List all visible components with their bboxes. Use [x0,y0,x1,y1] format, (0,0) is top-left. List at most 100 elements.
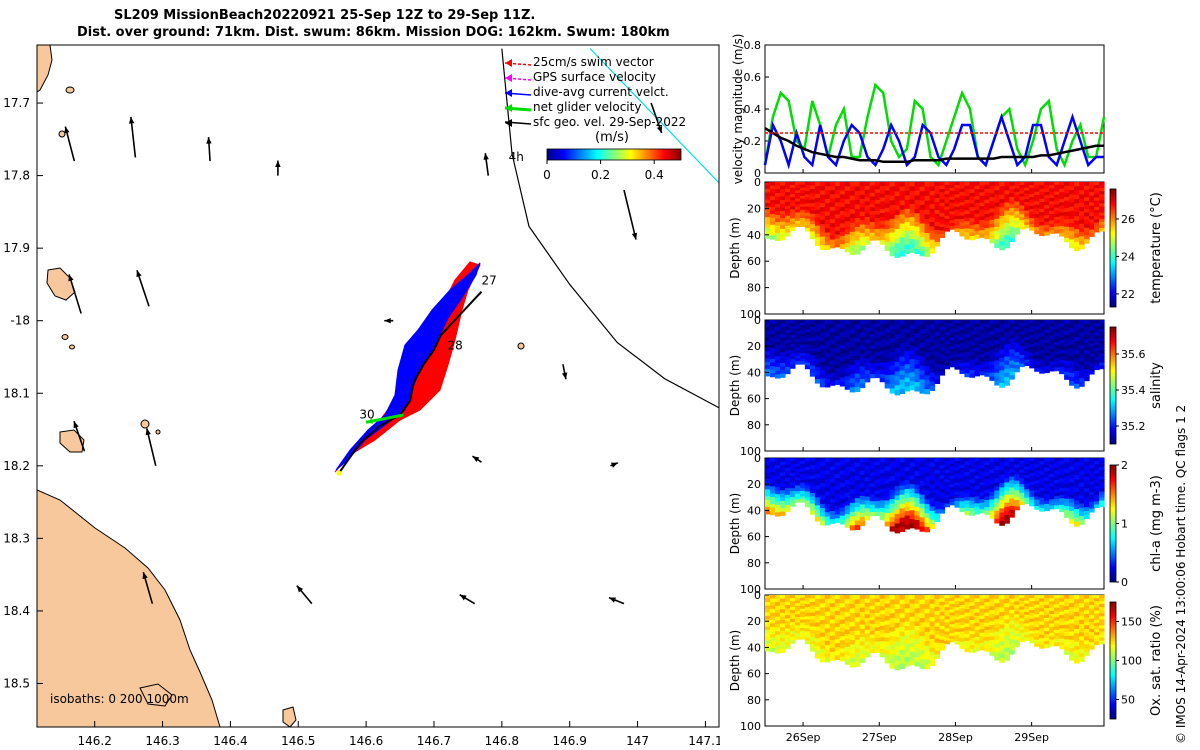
profile-cell-temperature [1074,194,1080,200]
profile-cell-chla [839,474,846,480]
profile-cell-chla [1014,461,1020,466]
profile-cell-temperature [919,228,926,234]
profile-cell-chla [854,524,861,531]
profile-cell-salinity [939,330,946,335]
profile-cell-chla [829,478,836,484]
profile-cell-temperature [979,230,985,235]
profile-cell-oxygen [884,650,891,655]
profile-cell-chla [834,510,841,515]
profile-cell-temperature [814,201,821,207]
profile-cell-chla [1089,481,1095,486]
profile-cell-temperature [934,197,941,203]
profile-cell-temperature [1004,190,1010,195]
profile-cell-chla [1084,461,1090,467]
profile-cell-oxygen [1014,607,1020,612]
profile-cell-salinity [824,340,831,346]
profile-cell-salinity [794,342,801,346]
profile-cell-salinity [974,337,980,342]
profile-cell-salinity [979,361,985,366]
profile-cell-salinity [999,336,1005,342]
profile-cell-oxygen [999,632,1005,638]
profile-cell-oxygen [964,598,970,603]
profile-cell-salinity [784,320,791,324]
profile-cell-salinity [894,320,901,326]
profile-cell-temperature [919,191,926,197]
profile-cell-chla [934,473,941,479]
profile-cell-salinity [869,373,876,379]
profile-y-tick-label: 0 [754,452,761,465]
profile-cell-chla [809,503,816,508]
profile-cell-salinity [1079,377,1085,383]
profile-cell-temperature [824,182,831,187]
profile-cell-temperature [909,212,916,218]
profile-cell-temperature [1039,205,1045,210]
profile-cell-chla [849,489,856,495]
profile-cell-temperature [894,229,901,235]
profile-cell-temperature [869,182,876,187]
profile-cell-chla [904,506,911,512]
profile-cell-salinity [1079,369,1085,375]
profile-cell-salinity [1059,366,1065,371]
profile-cell-oxygen [1094,598,1100,602]
profile-cell-salinity [1024,359,1030,364]
profile-cell-chla [1024,486,1030,490]
profile-cell-temperature [769,199,776,205]
profile-cell-temperature [769,189,776,194]
profile-cell-salinity [914,346,921,352]
profile-cell-salinity [1004,360,1010,366]
profile-cell-chla [874,461,881,466]
profile-cell-salinity [1064,360,1070,366]
profile-cell-chla [949,490,956,494]
profile-cell-salinity [979,354,985,359]
profile-cell-temperature [884,190,891,196]
profile-cell-oxygen [954,613,961,618]
profile-cell-temperature [1014,204,1020,209]
profile-cell-chla [869,465,876,470]
profile-cell-oxygen [844,612,851,618]
profile-cell-temperature [984,199,990,204]
profile-cell-temperature [1004,182,1010,187]
profile-cell-chla [1094,464,1100,468]
profile-cell-oxygen [1009,650,1015,655]
profile-cell-salinity [799,336,806,340]
profile-cell-temperature [784,195,791,200]
profile-cell-chla [799,490,806,495]
profile-cell-salinity [959,330,966,334]
profile-cell-oxygen [844,651,851,657]
velocity-y-tick-label: 0.8 [744,39,762,52]
profile-cell-chla [984,472,990,477]
profile-cell-oxygen [1084,651,1090,657]
profile-cell-temperature [1029,212,1035,216]
profile-cell-salinity [924,320,931,326]
profile-cell-oxygen [839,640,846,646]
profile-cell-oxygen [794,628,801,632]
geo-velocity-arrow [68,274,82,314]
profile-cell-salinity [949,349,956,353]
profile-cell-oxygen [789,628,796,632]
profile-cell-temperature [814,209,821,215]
profile-cell-oxygen [869,612,876,618]
profile-cell-salinity [804,326,811,330]
profile-cell-chla [949,475,956,480]
profile-cell-oxygen [909,599,916,605]
profile-cell-salinity [1094,329,1100,333]
profile-cell-salinity [1064,345,1070,351]
profile-cell-salinity [864,339,871,344]
profile-cell-salinity [924,366,931,372]
profile-cell-oxygen [874,620,881,625]
profile-cell-chla [879,465,886,471]
profile-cell-temperature [1059,198,1065,203]
profile-cell-chla [824,520,831,526]
profile-cell-salinity [829,364,836,370]
profile-cell-salinity [769,358,776,364]
profile-cell-chla [834,470,841,475]
profile-cell-salinity [1069,336,1075,341]
profile-cell-temperature [884,233,891,239]
profile-cell-salinity [774,345,781,350]
profile-cell-chla [779,461,786,466]
profile-cell-temperature [939,223,946,228]
profile-cell-temperature [904,213,911,219]
profile-cell-oxygen [829,652,836,657]
profile-cell-chla [1069,498,1075,504]
profile-cell-oxygen [765,608,771,614]
